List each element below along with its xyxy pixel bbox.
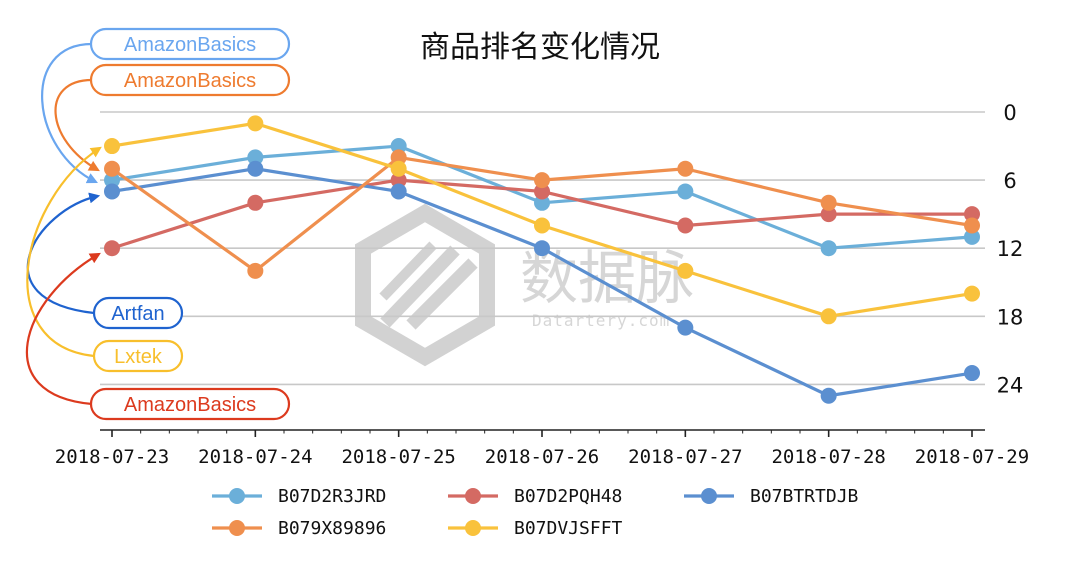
legend-label: B07D2PQH48 [514,486,622,507]
x-tick-label: 2018-07-23 [55,446,169,468]
callout-badge: AmazonBasics [41,27,291,184]
callout-arrow [26,146,102,358]
callout-arrow [41,42,98,184]
legend-label: B07DVJSFFT [514,518,623,539]
x-tick-label: 2018-07-28 [771,446,885,468]
data-point [964,285,980,302]
x-tick-label: 2018-07-29 [915,446,1029,468]
legend-item: B07BTRTDJB [684,486,858,507]
callouts: AmazonBasics AmazonBasics Artfan Lxtek Amazo… [25,27,291,421]
legend-label: B07D2R3JRD [278,486,386,507]
watermark-logo-icon [355,203,495,367]
callout-pill [92,296,184,330]
legend-marker [229,488,245,504]
y-tick-label: 18 [997,305,1024,329]
data-point [534,183,550,200]
data-point [390,138,407,155]
y-tick-label: 12 [997,237,1024,261]
legend-label: B07BTRTDJB [750,486,858,507]
data-point [820,387,837,404]
data-point [390,172,407,189]
callout-badge: Artfan [26,192,184,330]
data-point [534,217,550,234]
data-point [247,115,264,132]
callout-arrow [25,252,101,406]
callout-pill [89,63,291,97]
data-point [534,172,550,189]
data-point [104,138,120,155]
legend-item: B07D2PQH48 [448,486,622,507]
legend-marker [701,488,717,504]
callout-label: AmazonBasics [124,70,256,92]
callout-badge: AmazonBasics [54,63,291,172]
callout-label: AmazonBasics [124,34,256,56]
legend-item: B07DVJSFFT [448,518,623,539]
data-point [677,183,694,200]
callout-label: Lxtek [114,346,163,368]
data-point [247,262,264,279]
watermark: 数据脉 Datartery.com [355,203,694,367]
callout-pill [92,339,184,373]
callout-arrow [54,78,100,172]
data-point [534,240,550,257]
data-point [247,149,264,166]
data-point [964,228,980,245]
y-tick-label: 6 [1003,169,1016,193]
series-B07DVJSFFT [104,115,980,325]
data-point [534,194,550,211]
data-point [390,149,407,166]
data-point [390,183,407,200]
callout-label: AmazonBasics [124,394,256,416]
series-B07D2R3JRD [104,138,980,257]
x-tick-label: 2018-07-26 [485,446,599,468]
legend-label: B079X89896 [278,518,386,539]
data-point [964,217,980,234]
data-point [104,183,120,200]
legend-marker [229,520,245,536]
data-point [820,206,837,223]
data-point [677,160,694,177]
callout-pill [89,27,291,61]
watermark-text: 数据脉 [520,244,694,312]
legend-item: B079X89896 [212,518,386,539]
data-point [677,217,694,234]
data-point [104,240,120,257]
chart-title: 商品排名变化情况 [420,30,660,65]
data-point [820,194,837,211]
series-B07D2PQH48 [104,172,980,257]
data-point [390,160,407,177]
series-B079X89896 [104,149,980,279]
axes: 0 6 12 18 24 2018-07-23 2018-07-24 2018-07-25 20… [55,101,1029,468]
y-tick-label: 24 [997,373,1024,397]
x-tick-label: 2018-07-24 [198,446,312,468]
data-point [677,319,694,336]
callout-label: Artfan [111,303,164,325]
data-point [247,194,264,211]
data-point [247,160,264,177]
x-tick-label: 2018-07-27 [628,446,742,468]
series [104,115,980,404]
legend-item: B07D2R3JRD [212,486,386,507]
y-tick-label: 0 [1003,101,1016,125]
callout-badge: AmazonBasics [25,252,291,421]
data-point [104,172,120,189]
callout-arrow [26,192,101,315]
data-point [820,240,837,257]
watermark-url: Datartery.com [532,311,670,330]
callout-pill [89,387,291,421]
series-B07BTRTDJB [104,160,980,404]
legend-marker [465,520,481,536]
data-point [677,262,694,279]
x-tick-label: 2018-07-25 [341,446,455,468]
data-point [964,365,980,382]
data-point [104,160,120,177]
callout-badge: Lxtek [26,146,184,373]
legend-marker [465,488,481,504]
legend: B07D2R3JRD B07D2PQH48 B07BTRTDJB B079X89896… [212,486,858,539]
data-point [964,206,980,223]
data-point [820,308,837,325]
